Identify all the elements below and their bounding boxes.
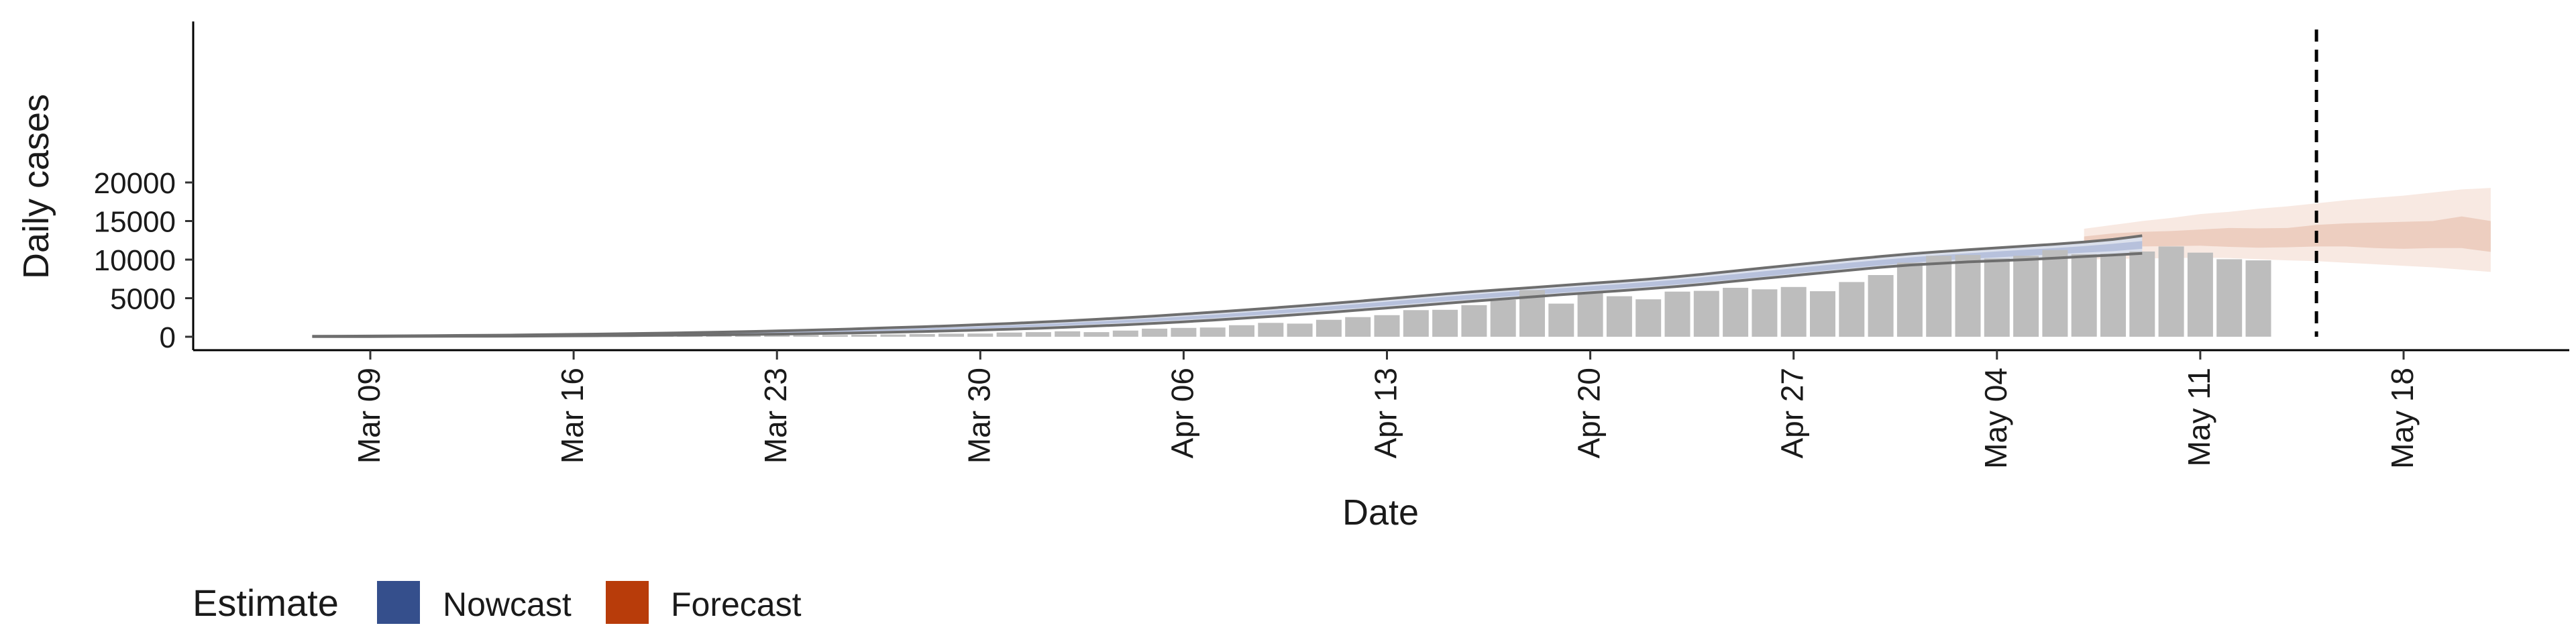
legend-title: Estimate: [193, 582, 339, 624]
nowcast-band-50: [312, 241, 2143, 337]
legend-label-forecast: Forecast: [671, 586, 802, 623]
x-tick-label: Mar 23: [758, 368, 793, 464]
observed-bar: [1199, 327, 1226, 337]
observed-bar: [1723, 288, 1749, 337]
nowcast-lower-line: [312, 252, 2143, 338]
observed-bar: [2071, 254, 2097, 337]
observed-bar: [2129, 251, 2155, 337]
observed-bar: [1926, 256, 1952, 337]
x-tick-label: May 04: [1978, 368, 2013, 469]
observed-bar: [1752, 289, 1778, 337]
observed-bar: [1577, 293, 1603, 337]
observed-bar: [2158, 246, 2184, 337]
observed-bar: [1955, 255, 1981, 337]
legend: Estimate Nowcast Forecast: [193, 581, 802, 624]
x-tick-label: Mar 16: [555, 368, 590, 464]
x-tick-label: May 18: [2385, 368, 2420, 469]
observed-bar: [1403, 310, 1429, 337]
x-tick-label: Apr 06: [1165, 368, 1199, 459]
x-axis-label: Date: [1342, 492, 1419, 533]
observed-bar: [1461, 305, 1487, 337]
observed-bar: [1548, 303, 1574, 337]
observed-bar: [764, 335, 790, 337]
legend-swatch-forecast: [606, 581, 649, 624]
observed-bar: [967, 333, 994, 337]
observed-bar: [2187, 252, 2213, 337]
observed-bar: [938, 333, 964, 337]
observed-bar: [1287, 323, 1313, 337]
x-tick-label: Apr 13: [1368, 368, 1403, 459]
x-tick-label: Apr 20: [1572, 368, 1607, 459]
observed-bar: [1142, 328, 1168, 337]
x-tick-label: Apr 27: [1775, 368, 1810, 459]
observed-bar: [2100, 254, 2126, 337]
observed-bar: [793, 335, 819, 337]
observed-bar: [1693, 290, 1719, 337]
observed-bar: [1868, 275, 1894, 337]
observed-bar: [2013, 256, 2039, 337]
observed-bar: [1345, 317, 1371, 337]
observed-bar: [1229, 325, 1254, 337]
observed-bar: [880, 334, 906, 337]
legend-label-nowcast: Nowcast: [443, 586, 572, 623]
legend-swatch-nowcast: [377, 581, 420, 624]
observed-bar: [2245, 260, 2271, 337]
observed-bar: [822, 335, 848, 337]
y-tick-label: 10000: [94, 244, 176, 277]
observed-bar: [1896, 262, 1923, 337]
observed-bar: [1374, 315, 1400, 337]
observed-bar: [851, 335, 877, 337]
nowcast-lines: [312, 234, 2143, 338]
y-tick-label: 5000: [110, 283, 176, 316]
observed-bar: [1984, 258, 2010, 337]
observed-bar: [1635, 299, 1662, 337]
observed-bar: [1606, 296, 1632, 337]
x-tick-label: May 11: [2182, 368, 2216, 466]
observed-bar: [1664, 291, 1690, 337]
axes: 0 5000 10000 15000 20000 Mar 09 Mar 16 Mar 23 Ma…: [94, 21, 2569, 469]
uncertainty-bands: [312, 188, 2491, 337]
observed-bar: [706, 335, 732, 337]
observed-bar: [1810, 291, 1835, 337]
observed-bar: [1258, 323, 1284, 337]
observed-bars: [386, 246, 2271, 337]
x-tick-label: Mar 09: [352, 368, 386, 464]
forecast-band-50: [2084, 216, 2491, 252]
y-tick-label: 20000: [94, 167, 176, 200]
observed-bar: [1083, 332, 1110, 337]
y-tick-label: 0: [160, 321, 176, 354]
observed-bar: [1490, 299, 1516, 337]
nowcast-band-90: [312, 235, 2143, 337]
observed-bar: [2042, 250, 2068, 337]
observed-bar: [1112, 330, 1138, 337]
observed-bar: [1316, 319, 1342, 337]
observed-bar: [1171, 327, 1197, 337]
y-tick-label: 15000: [94, 206, 176, 239]
observed-bar: [2216, 259, 2243, 337]
observed-bar: [1025, 332, 1051, 337]
observed-bar: [1432, 309, 1458, 337]
observed-bar: [909, 334, 935, 337]
y-axis-label: Daily cases: [16, 94, 56, 279]
nowcast-upper-line: [312, 234, 2143, 338]
observed-bar: [735, 335, 761, 337]
observed-bar: [996, 332, 1022, 337]
x-tick-label: Mar 30: [961, 368, 996, 464]
observed-bar: [1780, 286, 1807, 337]
observed-bar: [1055, 331, 1081, 337]
observed-bar: [1839, 282, 1865, 337]
